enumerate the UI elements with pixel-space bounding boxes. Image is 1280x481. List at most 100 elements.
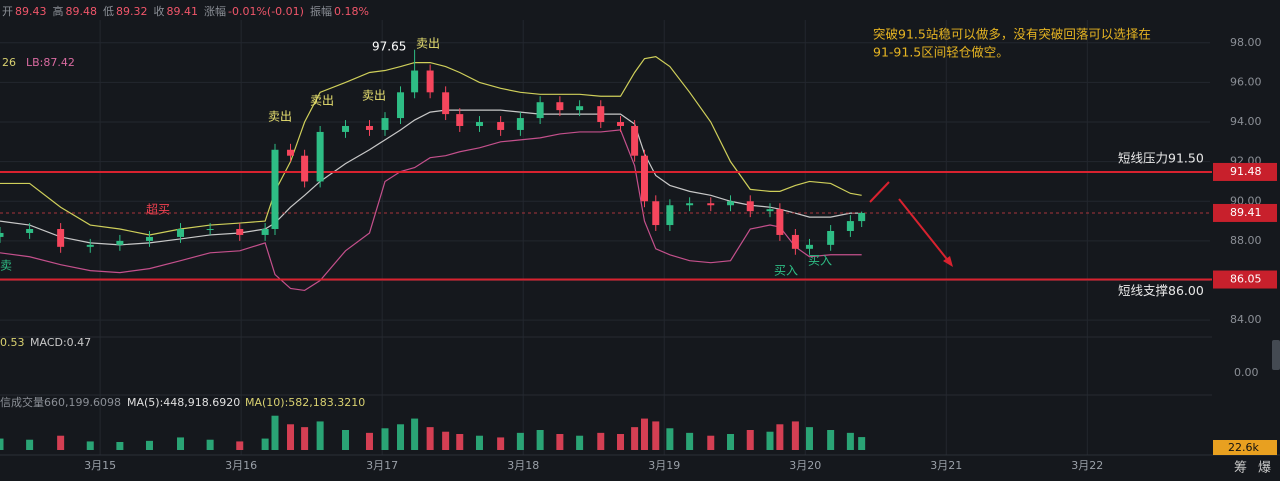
candle-body <box>556 102 564 111</box>
volume-bar <box>827 430 835 450</box>
panel-label: MA(5):448,918.6920 <box>127 396 240 409</box>
volume-bar <box>617 434 625 450</box>
candle-body <box>426 70 434 93</box>
volume-bar <box>0 438 4 450</box>
x-tick-label: 3月20 <box>789 459 821 472</box>
volume-bar <box>365 432 373 450</box>
plot <box>0 20 1280 456</box>
volume-bar <box>426 427 434 450</box>
candle-body <box>287 149 295 156</box>
candle-body <box>261 229 269 235</box>
level-tag <box>1213 270 1277 289</box>
panel-label: 91-91.5区间轻仓做空。 <box>873 45 1009 60</box>
candle-body <box>397 92 405 119</box>
header-label: 收 <box>153 5 165 18</box>
header-value: 89.32 <box>116 5 148 18</box>
volume-bar <box>666 428 674 450</box>
level-label: 短线支撑86.00 <box>1118 283 1204 298</box>
candle-body <box>411 70 419 93</box>
candle-body <box>342 125 350 132</box>
x-tick-label: 3月19 <box>648 459 680 472</box>
candle-body <box>631 125 639 156</box>
candle-body <box>746 201 754 212</box>
panel-label: 信成交量660,199.6098 <box>0 395 121 409</box>
candle-body <box>365 125 373 130</box>
toolbar-button[interactable]: 筹 <box>1234 460 1247 476</box>
header-label: 高 <box>52 5 64 18</box>
panel-label: 卖出 <box>268 110 292 124</box>
candle-body <box>206 229 214 231</box>
candle-body <box>846 221 854 231</box>
volume-bar <box>271 415 279 450</box>
panel-label: 突破91.5站稳可以做多，没有突破回落可以选择在 <box>873 27 1151 42</box>
candle-body <box>727 201 735 206</box>
arrow-head <box>943 256 953 267</box>
volume-bar <box>727 434 735 450</box>
volume-bar <box>86 441 94 450</box>
volume-bar <box>116 442 124 450</box>
x-tick-label: 3月16 <box>225 459 257 472</box>
volume-bar <box>746 430 754 450</box>
candle-body <box>316 131 324 182</box>
candle-body <box>271 149 279 230</box>
volume-bar <box>411 418 419 450</box>
candle-body <box>791 234 799 249</box>
volume-bar <box>397 424 405 450</box>
y-tick-label: 96.00 <box>1230 75 1262 88</box>
volume-bar <box>206 439 214 450</box>
candle-body <box>177 229 185 237</box>
volume-tag <box>1213 440 1277 455</box>
volume-bar <box>497 437 505 450</box>
volume-bar <box>236 441 244 450</box>
candle-body <box>301 155 309 182</box>
panel-label: 0.53 <box>0 336 25 349</box>
panel-label: 买入 <box>808 254 832 268</box>
candle-body <box>0 232 4 237</box>
volume-bar <box>26 439 34 450</box>
header-label: 低 <box>103 5 114 18</box>
panel-label: 卖 <box>0 259 12 273</box>
y-tick-label: 84.00 <box>1230 313 1262 326</box>
candle-body <box>776 209 784 235</box>
candle-body <box>456 114 464 126</box>
volume-bar <box>846 432 854 450</box>
candle-body <box>26 229 34 233</box>
candle-body <box>827 230 835 245</box>
header-value: 89.41 <box>166 5 199 18</box>
candle-body <box>652 201 660 226</box>
panel-label: LB:87.42 <box>26 56 75 69</box>
level-label: 短线压力91.50 <box>1118 150 1204 165</box>
candle-body <box>576 106 584 111</box>
y-tick-label: 98.00 <box>1230 36 1262 49</box>
candle-body <box>766 209 774 212</box>
volume-bar <box>707 435 715 450</box>
toolbar-button[interactable]: 爆 <box>1258 461 1271 476</box>
level-tag-label: 91.48 <box>1230 165 1262 178</box>
candle-body <box>475 122 483 126</box>
level-tag <box>1213 162 1277 181</box>
panel-toggle[interactable] <box>1272 340 1280 370</box>
ohlc-header: 开 89.43 高 89.48 低 89.32 收 89.41 涨幅 -0.01%(-0.01) 振… <box>2 3 375 19</box>
volume-bar <box>858 437 866 450</box>
volume-bar <box>301 427 309 450</box>
header-label: 涨幅 <box>204 5 226 18</box>
panel-label: 超买 <box>146 202 170 217</box>
boll-band <box>0 56 862 236</box>
candle-body <box>707 203 715 206</box>
arrow-up <box>869 181 890 203</box>
panel-label: 22.6k <box>1228 441 1259 454</box>
volume-bar <box>536 430 544 450</box>
header-label: 振幅 <box>309 5 332 18</box>
panel-label: 97.65 <box>372 40 406 54</box>
y-tick-label: 94.00 <box>1230 115 1262 128</box>
y-tick-label: 88.00 <box>1230 234 1262 247</box>
volume-bar <box>556 434 564 450</box>
volume-bar <box>456 434 464 450</box>
volume-bar <box>316 421 324 450</box>
panel-label: MA(10):582,183.3210 <box>245 396 365 409</box>
volume-bar <box>516 432 524 450</box>
panel-label: 卖出 <box>362 89 386 103</box>
candle-body <box>536 102 544 119</box>
header-value: -0.01%(-0.01) <box>228 5 304 18</box>
